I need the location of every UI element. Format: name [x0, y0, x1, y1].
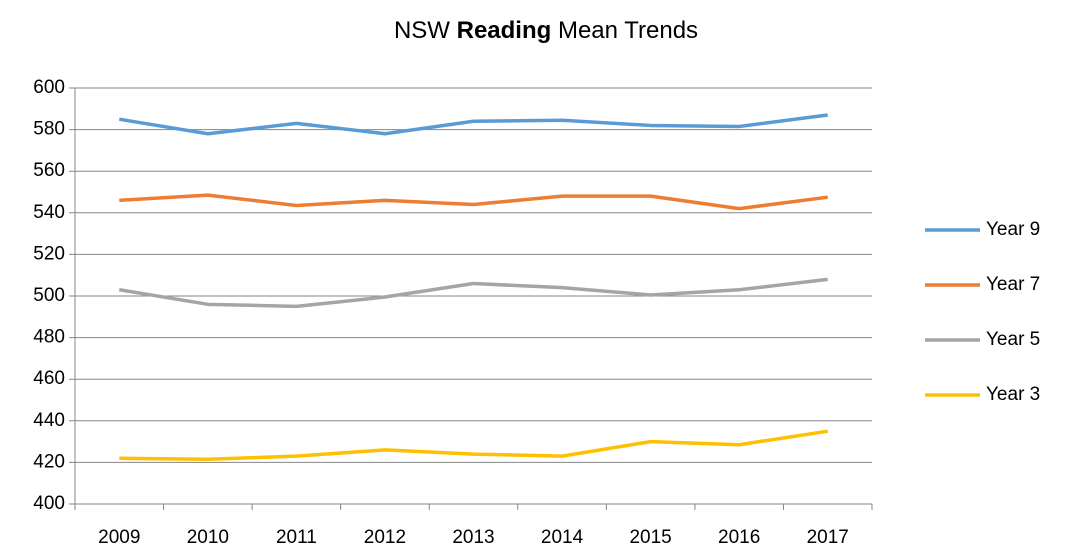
chart-title: NSW Reading Mean Trends: [394, 17, 698, 44]
legend-label: Year 7: [986, 274, 1040, 295]
y-tick-label: 520: [33, 243, 65, 264]
x-tick-label: 2010: [187, 527, 229, 548]
series-line: [118, 277, 828, 309]
legend-label: Year 3: [986, 384, 1040, 405]
title-part: Reading: [457, 17, 552, 44]
series-line: [119, 193, 828, 211]
y-tick-label: 600: [33, 77, 65, 98]
y-tick-label: 480: [33, 327, 65, 348]
x-tick-label: 2017: [807, 527, 849, 548]
series-line: [118, 113, 828, 136]
x-tick-label: 2011: [276, 527, 317, 548]
y-tick-label: 560: [33, 160, 65, 181]
series-line: [119, 429, 828, 462]
y-tick-label: 540: [33, 202, 65, 223]
y-tick-label: 500: [33, 285, 65, 306]
x-tick-label: 2016: [718, 527, 760, 548]
legend-label: Year 5: [986, 329, 1040, 350]
title-part: NSW: [394, 17, 450, 44]
y-tick-label: 580: [33, 119, 65, 140]
x-tick-label: 2013: [452, 527, 494, 548]
x-tick-label: 2009: [98, 527, 140, 548]
x-tick-label: 2012: [364, 527, 406, 548]
y-tick-label: 460: [33, 368, 65, 389]
legend-label: Year 9: [986, 219, 1040, 240]
title-part: Mean Trends: [558, 17, 698, 44]
x-tick-label: 2014: [541, 527, 584, 548]
x-tick-label: 2015: [629, 527, 671, 548]
y-tick-label: 420: [33, 451, 65, 472]
y-tick-label: 440: [33, 410, 65, 431]
y-tick-label: 400: [33, 493, 65, 514]
